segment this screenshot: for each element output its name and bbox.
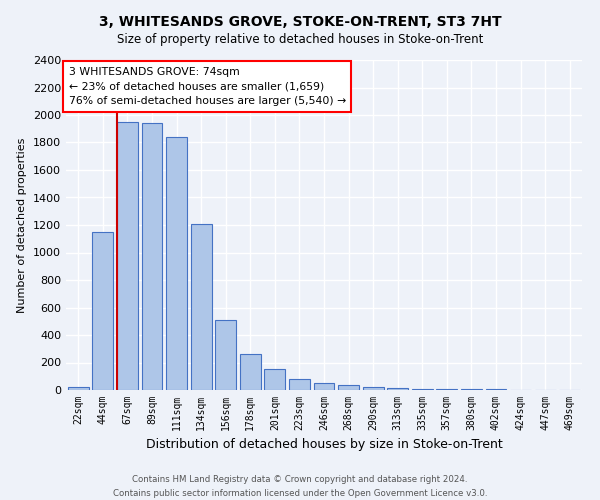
Bar: [166, 137, 187, 390]
Bar: [314, 383, 334, 390]
Bar: [142, 123, 163, 390]
Text: Size of property relative to detached houses in Stoke-on-Trent: Size of property relative to detached ho…: [117, 32, 483, 46]
Bar: [68, 386, 89, 390]
Bar: [362, 387, 383, 390]
Text: 3, WHITESANDS GROVE, STOKE-ON-TRENT, ST3 7HT: 3, WHITESANDS GROVE, STOKE-ON-TRENT, ST3…: [98, 15, 502, 29]
Bar: [289, 379, 310, 390]
Bar: [92, 232, 113, 390]
Bar: [387, 388, 408, 390]
Y-axis label: Number of detached properties: Number of detached properties: [17, 138, 28, 312]
Bar: [338, 384, 359, 390]
Bar: [215, 320, 236, 390]
Bar: [117, 122, 138, 390]
Text: Contains HM Land Registry data © Crown copyright and database right 2024.
Contai: Contains HM Land Registry data © Crown c…: [113, 476, 487, 498]
Bar: [412, 388, 433, 390]
Bar: [191, 224, 212, 390]
Bar: [240, 354, 261, 390]
Text: 3 WHITESANDS GROVE: 74sqm
← 23% of detached houses are smaller (1,659)
76% of se: 3 WHITESANDS GROVE: 74sqm ← 23% of detac…: [68, 66, 346, 106]
X-axis label: Distribution of detached houses by size in Stoke-on-Trent: Distribution of detached houses by size …: [146, 438, 502, 452]
Bar: [265, 368, 286, 390]
